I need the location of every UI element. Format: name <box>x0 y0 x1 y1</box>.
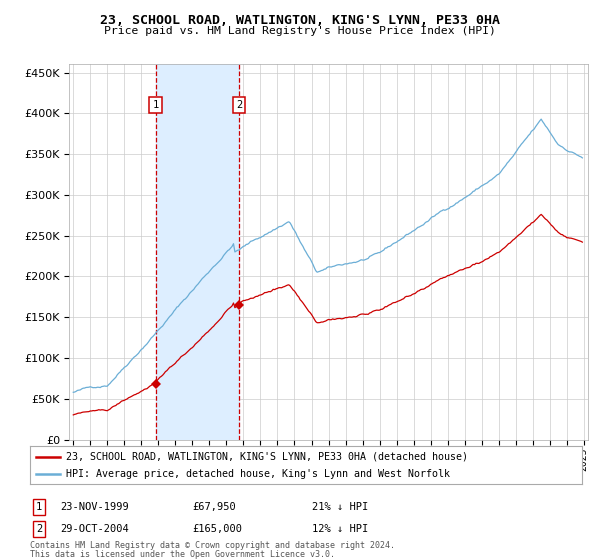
Text: £67,950: £67,950 <box>192 502 236 512</box>
Text: Price paid vs. HM Land Registry's House Price Index (HPI): Price paid vs. HM Land Registry's House … <box>104 26 496 36</box>
Text: Contains HM Land Registry data © Crown copyright and database right 2024.: Contains HM Land Registry data © Crown c… <box>30 541 395 550</box>
Bar <box>155 64 239 440</box>
Text: 2: 2 <box>36 524 42 534</box>
Text: HPI: Average price, detached house, King's Lynn and West Norfolk: HPI: Average price, detached house, King… <box>66 469 450 479</box>
Text: 21% ↓ HPI: 21% ↓ HPI <box>312 502 368 512</box>
Text: 23, SCHOOL ROAD, WATLINGTON, KING'S LYNN, PE33 0HA: 23, SCHOOL ROAD, WATLINGTON, KING'S LYNN… <box>100 14 500 27</box>
Text: 12% ↓ HPI: 12% ↓ HPI <box>312 524 368 534</box>
Text: 23, SCHOOL ROAD, WATLINGTON, KING'S LYNN, PE33 0HA (detached house): 23, SCHOOL ROAD, WATLINGTON, KING'S LYNN… <box>66 452 468 462</box>
Text: 1: 1 <box>152 100 158 110</box>
Text: £165,000: £165,000 <box>192 524 242 534</box>
Text: This data is licensed under the Open Government Licence v3.0.: This data is licensed under the Open Gov… <box>30 550 335 559</box>
Text: 23-NOV-1999: 23-NOV-1999 <box>60 502 129 512</box>
Text: 1: 1 <box>36 502 42 512</box>
Text: 29-OCT-2004: 29-OCT-2004 <box>60 524 129 534</box>
Text: 2: 2 <box>236 100 242 110</box>
